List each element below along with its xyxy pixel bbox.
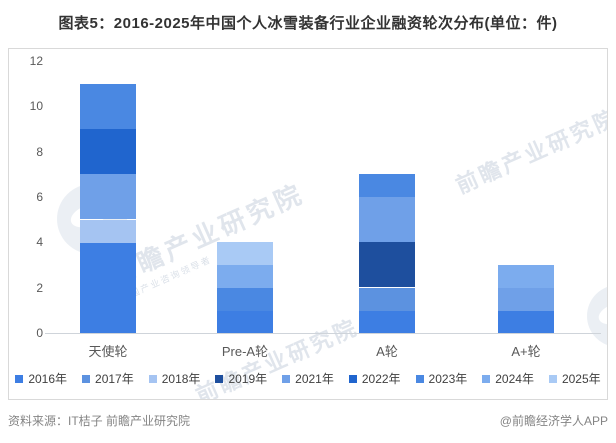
bar-segment-A+轮-2024年 (498, 265, 554, 288)
x-axis-label-A轮: A轮 (376, 344, 398, 359)
legend-item-2017年: 2017年 (82, 370, 134, 387)
legend-swatch-icon (148, 374, 157, 383)
bar-segment-A轮-2016年 (359, 310, 415, 333)
bar-segment-A轮-2017年 (359, 288, 415, 311)
legend-item-2023年: 2023年 (415, 370, 468, 387)
legend-label: 2021年 (295, 372, 334, 386)
source-left: 资料来源：IT桔子 前瞻产业研究院 (8, 414, 190, 428)
legend-label: 2023年 (428, 372, 468, 386)
legend-item-2019年: 2019年 (215, 370, 267, 387)
legend-swatch-icon (82, 374, 91, 383)
bar-segment-天使轮-2016年 (80, 242, 136, 333)
y-axis-tick: 0 (36, 326, 43, 340)
bar-segment-A轮-2021年 (359, 197, 415, 242)
bar-segment-A+轮-2016年 (498, 310, 554, 333)
bar-segment-Pre-A轮-2024年 (217, 265, 273, 288)
legend-swatch-icon (215, 374, 224, 383)
legend-label: 2022年 (361, 372, 401, 386)
legend-swatch-icon (415, 374, 424, 383)
legend-label: 2017年 (95, 372, 134, 386)
x-axis-line (45, 333, 601, 334)
y-axis-tick: 4 (36, 235, 43, 250)
bar-segment-天使轮-2018年 (80, 220, 136, 243)
source-row: 资料来源：IT桔子 前瞻产业研究院 @前瞻经济学人APP (8, 412, 608, 429)
legend-label: 2024年 (495, 372, 534, 386)
bar-segment-A轮-2023年 (359, 174, 415, 197)
legend-item-2018年: 2018年 (148, 370, 201, 387)
legend-item-2021年: 2021年 (282, 370, 334, 387)
legend: 2016年 2017年 2018年 2019年 2021年 2022年 2023年 2024年… (9, 370, 607, 387)
y-axis-tick: 6 (36, 190, 43, 204)
bar-segment-天使轮-2022年 (80, 129, 136, 174)
legend-item-2024年: 2024年 (482, 370, 534, 387)
bar-segment-A+轮-2021年 (498, 288, 554, 311)
legend-label: 2019年 (228, 372, 268, 386)
legend-item-2025年: 2025年 (548, 370, 601, 387)
x-axis-label-Pre-A轮: Pre-A轮 (221, 344, 269, 359)
legend-label: 2025年 (561, 372, 601, 386)
legend-swatch-icon (548, 374, 557, 383)
bar-segment-天使轮-2023年 (80, 84, 136, 129)
legend-swatch-icon (15, 374, 24, 383)
y-axis-tick: 12 (29, 54, 43, 68)
y-axis-tick: 2 (36, 280, 43, 295)
source-right: @前瞻经济学人APP (499, 414, 608, 428)
legend-label: 2018年 (161, 372, 201, 386)
x-axis-label-A+轮: A+轮 (511, 344, 541, 359)
y-axis-tick: 10 (29, 99, 43, 114)
legend-label: 2016年 (28, 372, 68, 386)
legend-item-2022年: 2022年 (348, 370, 401, 387)
chart-title: 图表5：2016-2025年中国个人冰雪装备行业企业融资轮次分布(单位：件) (58, 15, 558, 32)
bar-segment-A轮-2019年 (359, 242, 415, 287)
x-axis-label-天使轮: 天使轮 (88, 344, 128, 359)
legend-swatch-icon (282, 374, 291, 383)
legend-swatch-icon (348, 374, 357, 383)
bar-segment-Pre-A轮-2016年 (217, 310, 273, 333)
bar-segment-Pre-A轮-2023年 (217, 288, 273, 311)
legend-swatch-icon (482, 374, 491, 383)
plot-area: 0 2 4 6 8 10 12 天使轮 Pre-A轮 A轮 A+轮 (9, 49, 607, 399)
y-axis-tick: 8 (36, 144, 43, 159)
bar-segment-Pre-A轮-2025年 (217, 242, 273, 265)
bar-segment-天使轮-2021年 (80, 174, 136, 219)
legend-item-2016年: 2016年 (15, 370, 67, 387)
